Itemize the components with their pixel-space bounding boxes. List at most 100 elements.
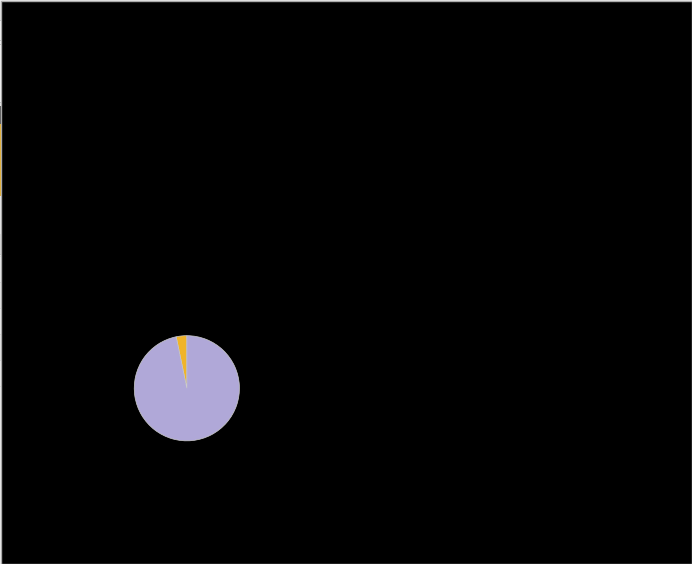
Text: 0.086 ms: 0.086 ms <box>155 290 207 300</box>
Bar <box>30 197 32 213</box>
Bar <box>20 76 26 102</box>
Bar <box>10 162 12 176</box>
Text: 1189.0 ms: 1189.0 ms <box>160 108 208 117</box>
Bar <box>0 282 692 308</box>
Bar <box>208 67 215 102</box>
Bar <box>43 125 45 141</box>
Bar <box>172 97 178 102</box>
Bar <box>23 125 25 141</box>
Bar <box>34 180 36 194</box>
Bar <box>211 67 215 102</box>
Text: Layout (onloadwff.js:779): Layout (onloadwff.js:779) <box>353 218 473 227</box>
Text: Aggregated Time: Aggregated Time <box>8 368 116 378</box>
Bar <box>26 144 28 158</box>
Bar <box>43 179 45 195</box>
Bar <box>0 178 692 196</box>
Bar <box>57 142 587 160</box>
Bar <box>57 178 547 196</box>
Bar <box>2 234 54 253</box>
Bar <box>40 180 42 194</box>
Bar <box>324 96 329 102</box>
Text: 1189.5 ms: 1189.5 ms <box>235 108 284 117</box>
Bar <box>320 399 330 409</box>
Bar <box>30 143 32 159</box>
Text: Details: Details <box>8 342 52 352</box>
Bar <box>23 143 25 159</box>
Bar <box>160 96 166 102</box>
Bar <box>0 20 692 40</box>
Text: Timeline: Timeline <box>192 5 243 15</box>
Text: Layers: Layers <box>410 5 444 15</box>
Text: 1188.0 ms: 1188.0 ms <box>8 108 56 117</box>
Bar <box>0 308 692 334</box>
Bar <box>0 334 692 360</box>
Bar <box>36 179 38 195</box>
Bar <box>46 162 48 176</box>
Bar <box>336 96 342 102</box>
Text: Elements: Elements <box>38 5 86 15</box>
Bar <box>354 55 360 102</box>
Bar <box>11 125 13 141</box>
Text: Details: Details <box>9 239 47 249</box>
Bar <box>50 179 52 195</box>
Bar <box>5 179 7 195</box>
Text: Sources: Sources <box>140 5 181 15</box>
Bar <box>50 143 52 159</box>
Bar <box>81 96 86 102</box>
Bar <box>11 161 13 177</box>
Bar <box>32 144 34 158</box>
Bar <box>548 178 556 196</box>
Bar <box>224 96 230 102</box>
Text: 1.19 s: 1.19 s <box>155 316 189 326</box>
Bar <box>320 381 330 391</box>
Text: ⊘: ⊘ <box>22 23 34 37</box>
Text: Memory: Memory <box>240 25 282 35</box>
Bar <box>23 179 25 195</box>
Bar <box>251 96 257 102</box>
Bar <box>5 197 7 213</box>
Bar <box>123 67 129 102</box>
Text: Console: Console <box>460 5 502 15</box>
Bar <box>285 26 293 34</box>
Bar <box>43 161 45 177</box>
Bar <box>50 125 52 141</box>
Bar <box>156 23 224 37</box>
Text: LP_getMousePos: LP_getMousePos <box>155 342 247 352</box>
Text: Start Time: Start Time <box>8 316 74 326</box>
Bar <box>110 26 118 34</box>
Bar <box>77 196 542 214</box>
Bar <box>160 26 168 34</box>
Text: ☐: ☐ <box>21 5 31 15</box>
Bar <box>0 360 692 386</box>
Bar <box>0 234 692 564</box>
Bar <box>0 40 692 102</box>
Bar <box>580 144 582 158</box>
Bar <box>211 99 224 102</box>
Text: >≡: >≡ <box>592 5 610 15</box>
Bar <box>36 197 38 213</box>
Bar <box>10 180 12 194</box>
Text: ⚙: ⚙ <box>614 3 626 16</box>
Text: 1190.5 ms: 1190.5 ms <box>388 108 435 117</box>
Bar <box>17 125 19 141</box>
Text: Network: Network <box>88 5 131 15</box>
Text: ✕: ✕ <box>658 5 667 15</box>
Bar <box>36 125 38 141</box>
Bar <box>0 106 692 124</box>
Bar <box>0 142 692 160</box>
Bar <box>87 23 105 37</box>
Text: 2.646 ms: 2.646 ms <box>320 368 372 378</box>
Text: 2.560 ms Rendering: 2.560 ms Rendering <box>334 399 439 409</box>
Bar <box>219 67 224 102</box>
Text: Audits: Audits <box>355 5 388 15</box>
Text: 1188.5 ms: 1188.5 ms <box>84 108 131 117</box>
Bar <box>30 161 32 177</box>
Bar <box>287 96 293 102</box>
Text: 🗑: 🗑 <box>56 24 64 37</box>
Text: Main Thread: Main Thread <box>5 110 83 120</box>
Text: ≡: ≡ <box>91 24 101 37</box>
Bar <box>28 180 30 194</box>
Bar <box>305 97 311 102</box>
Bar <box>17 179 19 195</box>
Text: 60 fps: 60 fps <box>654 80 682 89</box>
